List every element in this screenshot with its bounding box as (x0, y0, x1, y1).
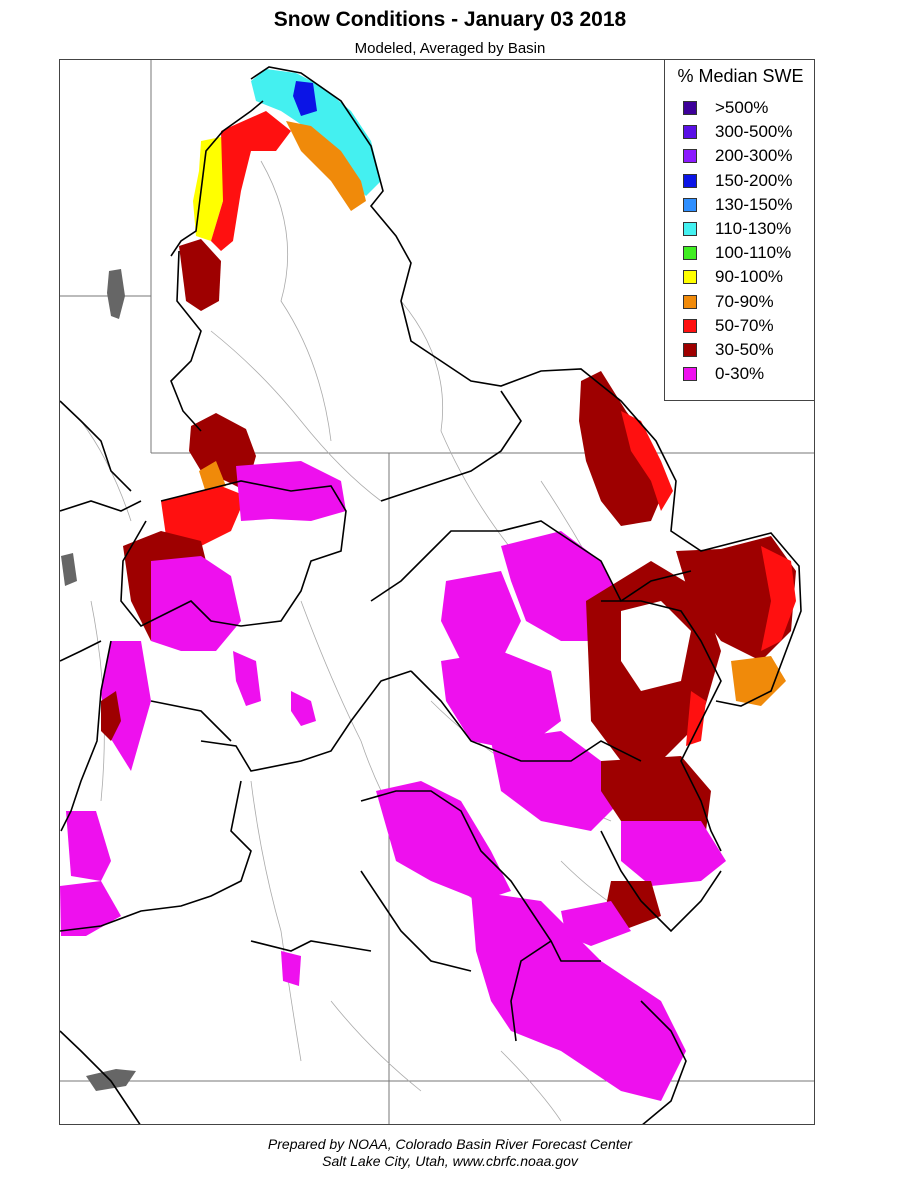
legend-label: 150-200% (715, 170, 793, 190)
legend-label: 0-30% (715, 364, 765, 384)
footer-location: Salt Lake City, Utah, www.cbrfc.noaa.gov (322, 1153, 578, 1169)
legend-swatch (683, 197, 697, 212)
map-canvas (60, 60, 814, 1124)
map-area (59, 59, 815, 1125)
legend-swatch (683, 149, 697, 164)
legend-item: 300-500% (683, 122, 793, 142)
legend-item: 130-150% (683, 195, 793, 215)
basin-boundaries (60, 66, 802, 1124)
legend-label: 100-110% (715, 243, 792, 263)
legend-label: 300-500% (715, 122, 793, 142)
legend-item: 70-90% (683, 292, 774, 312)
legend-swatch (683, 318, 697, 333)
legend-label: 50-70% (715, 315, 774, 335)
legend-swatch (683, 270, 697, 285)
legend-item: 0-30% (683, 364, 764, 384)
footer-credit: Prepared by NOAA, Colorado Basin River F… (267, 1136, 633, 1152)
legend-item: 90-100% (683, 267, 783, 287)
map-title: Snow Conditions - January 03 2018 (273, 8, 627, 31)
legend-swatch (683, 101, 697, 115)
legend-item: 30-50% (683, 340, 774, 360)
snow-shading (60, 69, 796, 1101)
legend-item: 200-300% (683, 146, 793, 166)
map-legend: % Median SWE >500% 300-500% 200-300% 150-20… (664, 59, 815, 401)
legend-item: 110-130% (683, 219, 791, 239)
map-subtitle: Modeled, Averaged by Basin (354, 40, 546, 57)
legend-label: >500% (715, 98, 769, 117)
legend-item: 150-200% (683, 171, 793, 191)
legend-item: 100-110% (683, 243, 791, 263)
legend-label: 90-100% (715, 267, 784, 287)
legend-swatch (683, 222, 697, 236)
legend-swatch (683, 343, 697, 357)
legend-item: >500% (683, 98, 768, 118)
legend-item: 50-70% (683, 316, 774, 336)
legend-swatch (683, 294, 697, 309)
legend-label: 130-150% (715, 194, 793, 214)
legend-label: 70-90% (715, 291, 774, 311)
legend-label: 110-130% (715, 219, 792, 238)
legend-swatch (683, 125, 697, 140)
legend-label: 30-50% (715, 340, 774, 359)
legend-swatch (683, 246, 697, 261)
legend-title: % Median SWE (677, 66, 804, 86)
legend-swatch (683, 173, 697, 188)
legend-label: 200-300% (715, 146, 793, 166)
legend-swatch (683, 367, 697, 382)
